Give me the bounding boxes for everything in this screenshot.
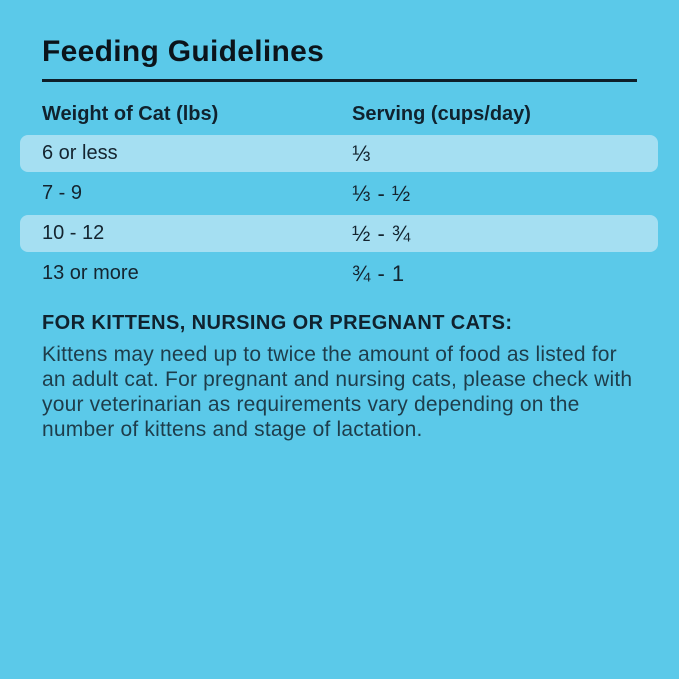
weight-cell: 13 or more [42, 262, 139, 284]
weight-cell: 7 - 9 [42, 182, 83, 204]
title-divider [42, 79, 637, 82]
table-row: 7 - 9 ⅓ - ½ [20, 175, 658, 212]
table-row: 10 - 12 ½ - ¾ [20, 215, 658, 252]
kittens-note-heading: FOR KITTENS, NURSING OR PREGNANT CATS: [42, 312, 513, 334]
table-header-row: Weight of Cat (lbs) Serving (cups/day) [20, 103, 658, 126]
kittens-note-body: Kittens may need up to twice the amount … [42, 343, 633, 441]
page-title: Feeding Guidelines [42, 35, 325, 68]
table-row: 13 or more ¾ - 1 [20, 255, 658, 292]
column-header-weight: Weight of Cat (lbs) [42, 103, 219, 125]
weight-cell: 10 - 12 [42, 222, 105, 244]
serving-cell: ½ - ¾ [352, 220, 411, 246]
weight-cell: 6 or less [42, 142, 118, 164]
kittens-note: FOR KITTENS, NURSING OR PREGNANT CATS: K… [42, 312, 637, 442]
column-header-serving: Serving (cups/day) [352, 103, 531, 125]
serving-cell: ⅓ - ½ [352, 180, 411, 206]
feeding-guidelines-panel: Feeding Guidelines Weight of Cat (lbs) S… [20, 35, 658, 442]
serving-cell: ¾ - 1 [352, 260, 405, 286]
serving-cell: ⅓ [352, 140, 371, 166]
table-row: 6 or less ⅓ [20, 135, 658, 172]
